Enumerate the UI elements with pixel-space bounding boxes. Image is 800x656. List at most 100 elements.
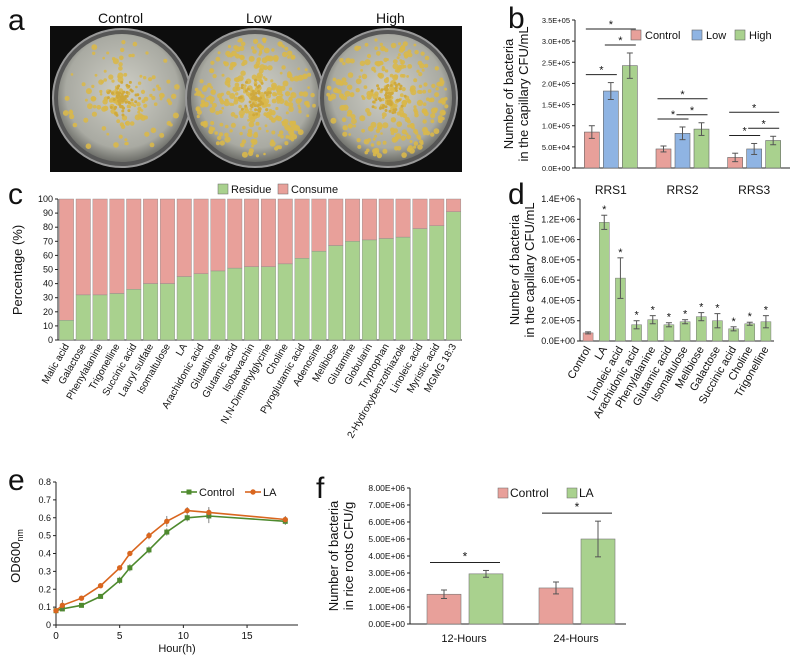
chart-e-point-control bbox=[59, 606, 65, 612]
chart-b-bar-low bbox=[674, 133, 691, 169]
bacterial-colony bbox=[398, 87, 402, 91]
chart-c-bar-residue bbox=[328, 245, 344, 341]
bacterial-colony bbox=[248, 150, 254, 156]
bacterial-colony bbox=[444, 104, 449, 109]
bacterial-colony bbox=[375, 128, 381, 134]
bacterial-colony bbox=[441, 116, 445, 121]
chart-b-legend-label: High bbox=[749, 30, 772, 42]
bacterial-colony bbox=[99, 93, 103, 96]
bacterial-colony bbox=[404, 54, 409, 59]
bacterial-colony bbox=[238, 96, 241, 100]
bacterial-colony bbox=[381, 106, 385, 110]
chart-b-y-tick-label: 2.0E+05 bbox=[542, 79, 570, 88]
chart-b-legend-swatch bbox=[734, 29, 746, 41]
bacterial-colony bbox=[380, 88, 384, 92]
bacterial-colony bbox=[143, 115, 148, 120]
bacterial-colony bbox=[145, 51, 149, 55]
chart-c-x-tick-label: Isobavachin bbox=[221, 342, 257, 394]
bacterial-colony bbox=[385, 91, 388, 95]
chart-c-y-tick-label: 100 bbox=[38, 194, 53, 204]
panel-letter-d: d bbox=[508, 178, 525, 211]
chart-c-bar-residue bbox=[277, 263, 293, 341]
chart-d-significance-star: * bbox=[715, 303, 720, 315]
bacterial-colony bbox=[134, 100, 138, 104]
chart-f-y-tick-label: 1.00E+06 bbox=[368, 602, 405, 612]
bacterial-colony bbox=[196, 107, 200, 112]
bacterial-colony bbox=[205, 97, 210, 101]
bacterial-colony bbox=[374, 134, 378, 138]
chart-d-bar bbox=[728, 328, 739, 342]
bacterial-colony bbox=[423, 131, 427, 136]
bacterial-colony bbox=[159, 132, 165, 138]
bacterial-colony bbox=[103, 69, 107, 73]
chart-f-bar-control bbox=[538, 587, 574, 625]
bacterial-colony bbox=[199, 93, 203, 97]
bacterial-colony bbox=[159, 97, 163, 101]
bacterial-colony bbox=[224, 98, 228, 102]
bacterial-colony bbox=[417, 136, 422, 140]
bacterial-colony bbox=[151, 75, 156, 80]
bacterial-colony bbox=[85, 143, 92, 149]
bacterial-colony bbox=[125, 91, 129, 94]
chart-c-bar-consume bbox=[311, 198, 327, 252]
bacterial-colony bbox=[219, 98, 223, 102]
chart-e-point-control bbox=[98, 593, 104, 599]
chart-e-point-control bbox=[282, 518, 288, 524]
bacterial-colony bbox=[138, 96, 142, 100]
bacterial-colony bbox=[169, 123, 173, 127]
agar-plates-photo bbox=[50, 26, 462, 172]
bacterial-colony bbox=[372, 137, 376, 141]
chart-e-y-tick-label: 0.6 bbox=[38, 513, 51, 523]
bacterial-colony bbox=[420, 51, 425, 56]
bacterial-colony bbox=[289, 76, 295, 82]
bacterial-colony bbox=[413, 141, 419, 146]
bacterial-colony bbox=[214, 131, 218, 135]
bacterial-colony bbox=[265, 112, 271, 119]
bacterial-colony bbox=[256, 57, 261, 62]
chart-c-bar-consume bbox=[193, 198, 209, 274]
bacterial-colony bbox=[374, 106, 377, 110]
bacterial-colony bbox=[109, 106, 113, 109]
bacterial-colony bbox=[342, 96, 348, 101]
bacterial-colony bbox=[225, 77, 231, 83]
chart-c-bar-consume bbox=[412, 198, 428, 229]
chart-c-bar-residue bbox=[260, 266, 276, 341]
bacterial-colony bbox=[241, 62, 246, 67]
chart-c-bar-residue bbox=[143, 283, 159, 341]
bacterial-colony bbox=[251, 92, 255, 96]
bacterial-colony bbox=[364, 59, 371, 66]
chart-d-x-tick-label: Arachidonic acid bbox=[591, 345, 642, 421]
chart-f-significance-star: * bbox=[463, 549, 468, 563]
bacterial-colony bbox=[215, 56, 221, 62]
chart-b-legend-label: Control bbox=[645, 30, 680, 42]
panel-letter-e: e bbox=[8, 464, 25, 497]
bacterial-colony bbox=[112, 98, 116, 101]
bacterial-colony bbox=[102, 99, 108, 105]
bacterial-colony bbox=[229, 129, 233, 133]
bacterial-colony bbox=[256, 97, 260, 101]
bacterial-colony bbox=[345, 57, 352, 64]
chart-b-legend-label: Low bbox=[706, 30, 726, 42]
bacterial-colony bbox=[140, 109, 144, 112]
bacterial-colony bbox=[430, 132, 435, 137]
bacterial-colony bbox=[385, 87, 389, 91]
bacterial-colony bbox=[427, 89, 432, 93]
bacterial-colony bbox=[374, 38, 378, 42]
bacterial-colony bbox=[374, 91, 379, 96]
bacterial-colony bbox=[215, 110, 220, 115]
bacterial-colony bbox=[358, 75, 362, 79]
bacterial-colony bbox=[390, 42, 397, 49]
bacterial-colony bbox=[133, 104, 137, 108]
bacterial-colony bbox=[420, 141, 424, 145]
chart-e-point-control bbox=[146, 547, 152, 553]
chart-f-y-tick-label: 0.00E+00 bbox=[368, 619, 405, 629]
chart-b-bar-low bbox=[603, 90, 619, 169]
chart-f-y-tick-label: 8.00E+06 bbox=[368, 483, 405, 493]
chart-c-y-label: Percentage (%) bbox=[10, 225, 25, 315]
bacterial-colony bbox=[106, 96, 110, 100]
bacterial-colony bbox=[402, 41, 408, 47]
chart-c-bar-residue bbox=[75, 294, 91, 341]
chart-e-legend-marker bbox=[250, 489, 256, 495]
bacterial-colony bbox=[298, 110, 302, 114]
chart-b-significance-star: * bbox=[599, 65, 604, 77]
